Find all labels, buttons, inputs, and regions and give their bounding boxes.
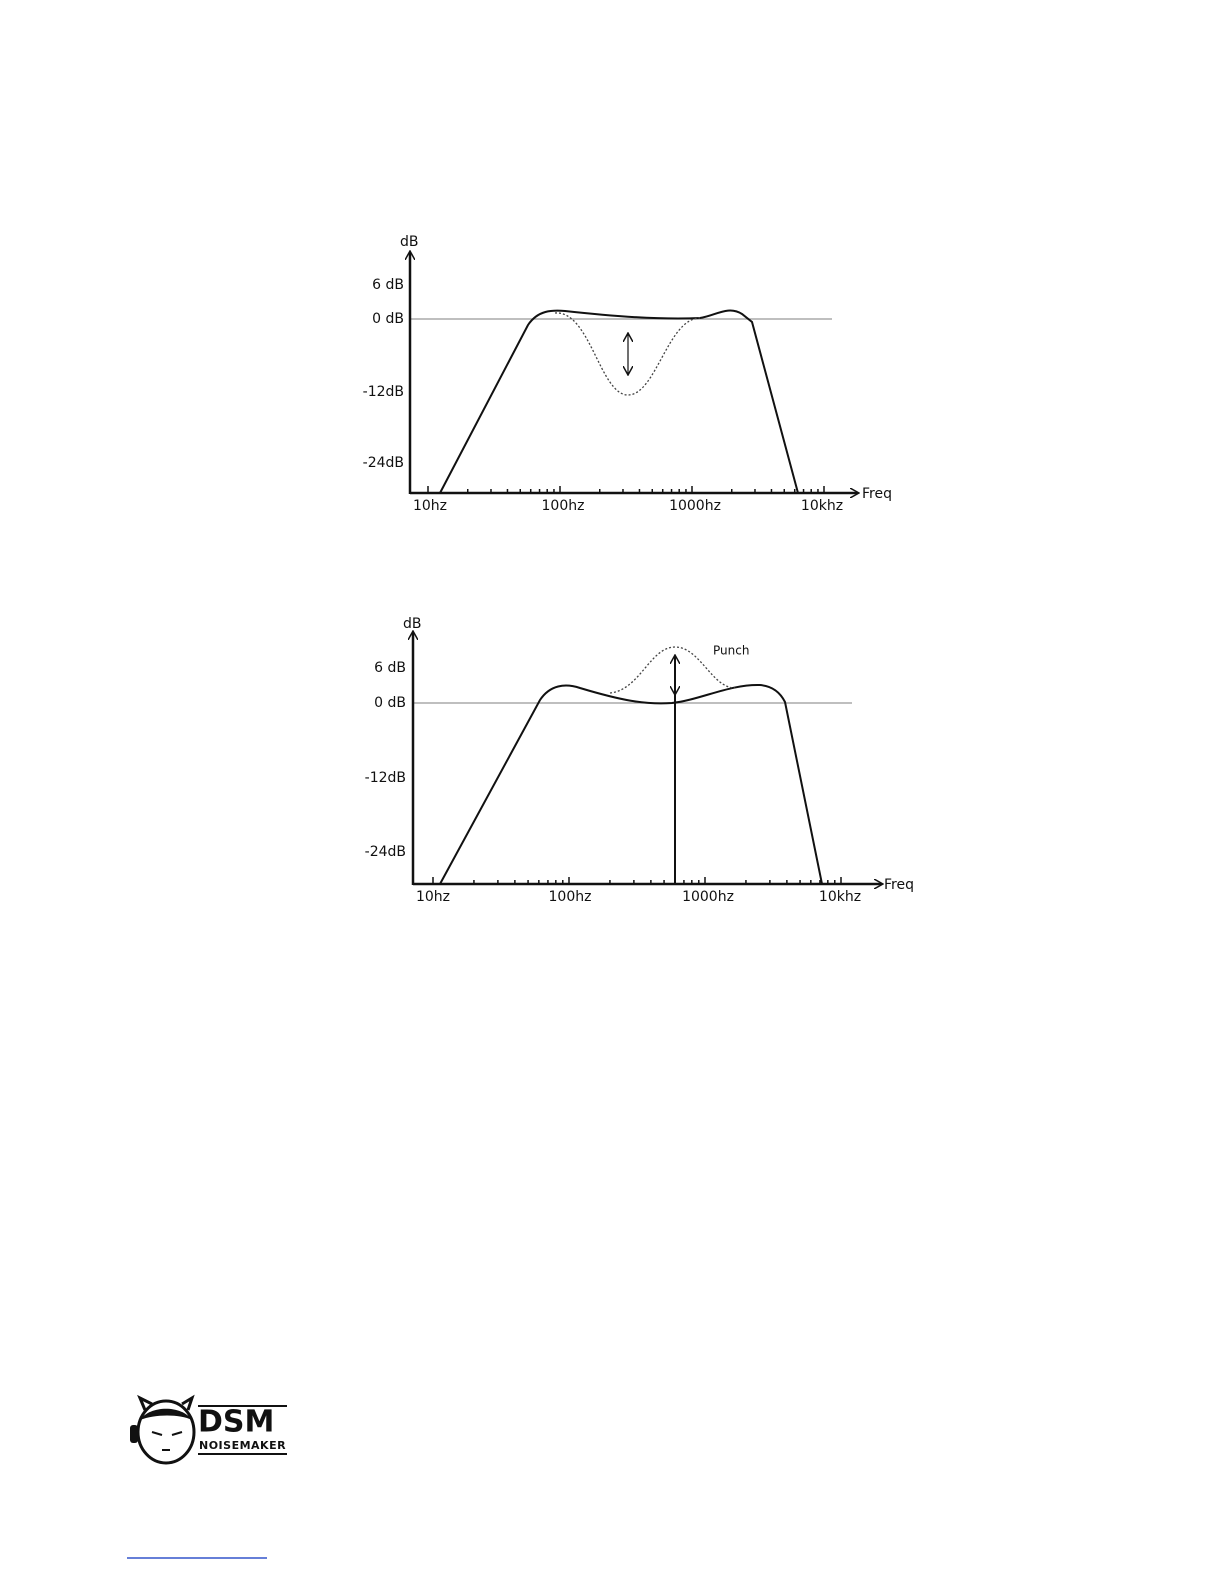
annotation: Punch: [713, 644, 749, 658]
x-tick-label: 10hz: [413, 498, 447, 514]
x-tick-label: 100hz: [542, 498, 585, 514]
y-tick-label: -12dB: [363, 384, 404, 400]
x-tick-label: 1000hz: [682, 889, 734, 905]
y-tick-label: -24dB: [363, 455, 404, 471]
x-axis-label: Freq: [862, 486, 892, 502]
logo-headphone: [130, 1425, 138, 1443]
x-tick-label: 100hz: [549, 889, 592, 905]
x-tick-label: 10hz: [416, 889, 450, 905]
logo: DSM Noisemaker: [130, 1394, 287, 1465]
logo-title: DSM: [198, 1405, 274, 1440]
eq-boost-curve: [609, 646, 736, 694]
x-axis-label: Freq: [884, 877, 914, 893]
logo-features: [151, 1431, 183, 1451]
y-tick-label: 0 dB: [372, 311, 404, 327]
figure-2: Punch dB 6 dB 0 dB -12dB -24dB 10hz 100h…: [365, 616, 914, 905]
eq-cut-curve: [554, 312, 701, 396]
x-minor-ticks: [427, 486, 825, 493]
logo-horns: [137, 1394, 195, 1411]
x-tick-label: 10khz: [819, 889, 861, 905]
y-tick-label: -24dB: [365, 844, 406, 860]
y-tick-label: 6 dB: [374, 660, 406, 676]
y-axis-label: dB: [403, 616, 422, 632]
y-axis-label: dB: [400, 234, 419, 250]
y-tick-label: 6 dB: [372, 277, 404, 293]
eq-curve: [439, 309, 799, 494]
x-tick-label: 1000hz: [669, 498, 721, 514]
eq-curve: [439, 683, 823, 885]
x-tick-label: 10khz: [801, 498, 843, 514]
figure-1: dB 6 dB 0 dB -12dB -24dB 10hz 100hz 1000…: [363, 234, 892, 514]
y-tick-label: 0 dB: [374, 695, 406, 711]
logo-hair: [140, 1408, 192, 1420]
logo-subtitle: Noisemaker: [199, 1439, 286, 1452]
y-tick-label: -12dB: [365, 770, 406, 786]
